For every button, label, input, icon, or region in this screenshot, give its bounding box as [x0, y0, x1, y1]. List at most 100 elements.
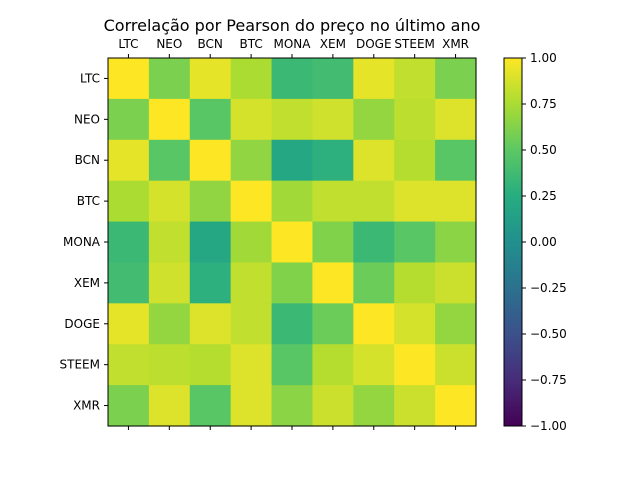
heatmap-cell-steem-neo — [148, 344, 191, 386]
y-tick-label-doge: DOGE — [64, 317, 100, 331]
x-tick-label-mona: MONA — [274, 37, 312, 51]
colorbar-tick-label: −0.75 — [530, 373, 567, 387]
heatmap-cell-xem-neo — [148, 262, 191, 304]
heatmap-cell-bcn-bcn — [189, 139, 232, 182]
heatmap-cell-xem-xem — [312, 262, 354, 304]
heatmap-cell-btc-ltc — [108, 180, 150, 223]
heatmap-cell-neo-xem — [312, 98, 354, 141]
heatmap-cell-neo-ltc — [108, 98, 150, 141]
heatmap-cell-xem-mona — [271, 262, 314, 304]
heatmap-cell-doge-ltc — [108, 303, 150, 345]
x-tick-label-steem: STEEM — [394, 37, 434, 51]
plot-frame — [107, 57, 477, 427]
heatmap-cell-xmr-xmr — [435, 385, 477, 427]
heatmap-cell-btc-xem — [312, 180, 354, 223]
y-tick-label-xem: XEM — [74, 276, 100, 290]
x-tick-label-xem: XEM — [320, 37, 346, 51]
heatmap-cell-neo-neo — [148, 98, 191, 141]
heatmap-cell-neo-steem — [394, 98, 436, 141]
heatmap-cell-steem-mona — [271, 344, 314, 386]
heatmap-cell-xmr-steem — [394, 385, 436, 427]
heatmap-cell-mona-mona — [271, 221, 314, 264]
y-tick-label-ltc: LTC — [80, 71, 100, 85]
heatmap-cell-mona-btc — [230, 221, 273, 264]
heatmap-cell-ltc-btc — [230, 58, 273, 100]
heatmap-cell-xmr-neo — [148, 385, 191, 427]
heatmap-cell-mona-ltc — [108, 221, 150, 264]
heatmap-cell-xem-bcn — [189, 262, 232, 304]
heatmap-cell-ltc-mona — [271, 58, 314, 100]
heatmap-cell-btc-doge — [353, 180, 395, 223]
heatmap-cell-doge-xem — [312, 303, 354, 345]
heatmap-cell-ltc-xem — [312, 58, 354, 100]
colorbar-tick-label: 0.75 — [530, 97, 557, 111]
heatmap-cell-xem-doge — [353, 262, 395, 304]
heatmap-cell-doge-bcn — [189, 303, 232, 345]
heatmap-cell-ltc-xmr — [435, 58, 477, 100]
y-axis-ticks: LTC NEO BCN BTC MONA XEM DOGE STEEM XMR — [60, 71, 108, 413]
heatmap-cell-xmr-doge — [353, 385, 395, 427]
x-tick-label-btc: BTC — [239, 37, 262, 51]
heatmap-cell-steem-ltc — [108, 344, 150, 386]
heatmap-cell-neo-doge — [353, 98, 395, 141]
heatmap-cell-doge-btc — [230, 303, 273, 345]
y-tick-label-btc: BTC — [77, 194, 100, 208]
heatmap-cell-doge-xmr — [435, 303, 477, 345]
colorbar — [503, 57, 523, 427]
x-tick-label-ltc: LTC — [118, 37, 138, 51]
heatmap-cell-doge-neo — [148, 303, 191, 345]
heatmap-cell-steem-xmr — [435, 344, 477, 386]
heatmap-cells — [108, 58, 477, 427]
heatmap-cell-bcn-btc — [230, 139, 273, 182]
heatmap-cell-mona-xem — [312, 221, 354, 264]
x-tick-label-doge: DOGE — [356, 37, 392, 51]
y-tick-label-neo: NEO — [74, 112, 100, 126]
heatmap-cell-steem-btc — [230, 344, 273, 386]
colorbar-tick-label: 0.25 — [530, 189, 557, 203]
colorbar-tick-label: 1.00 — [530, 51, 557, 65]
heatmap-cell-ltc-ltc — [108, 58, 150, 100]
heatmap-cell-btc-steem — [394, 180, 436, 223]
heatmap-cell-bcn-neo — [148, 139, 191, 182]
heatmap-cell-xem-btc — [230, 262, 273, 304]
heatmap-cell-bcn-ltc — [108, 139, 150, 182]
y-tick-label-steem: STEEM — [60, 358, 100, 372]
heatmap-cell-btc-btc — [230, 180, 273, 223]
heatmap-cell-neo-bcn — [189, 98, 232, 141]
heatmap-cell-neo-xmr — [435, 98, 477, 141]
heatmap-cell-btc-bcn — [189, 180, 232, 223]
colorbar-tick-label: 0.50 — [530, 143, 557, 157]
chart-title: Correlação por Pearson do preço no últim… — [104, 16, 481, 35]
heatmap-cell-xmr-btc — [230, 385, 273, 427]
heatmap-cell-xem-ltc — [108, 262, 150, 304]
heatmap-cell-mona-xmr — [435, 221, 477, 264]
heatmap-cell-bcn-steem — [394, 139, 436, 182]
heatmap-cell-ltc-neo — [148, 58, 191, 100]
heatmap-cell-mona-doge — [353, 221, 395, 264]
heatmap-cell-xem-steem — [394, 262, 436, 304]
heatmap-cell-mona-steem — [394, 221, 436, 264]
y-tick-label-bcn: BCN — [75, 153, 100, 167]
x-tick-label-neo: NEO — [156, 37, 182, 51]
heatmap-cell-xmr-ltc — [108, 385, 150, 427]
heatmap-cell-xmr-mona — [271, 385, 314, 427]
heatmap-cell-xmr-bcn — [189, 385, 232, 427]
x-tick-label-xmr: XMR — [442, 37, 469, 51]
y-tick-label-xmr: XMR — [73, 399, 100, 413]
heatmap-cell-btc-neo — [148, 180, 191, 223]
colorbar-tick-label: −0.50 — [530, 327, 567, 341]
heatmap-cell-mona-neo — [148, 221, 191, 264]
y-tick-label-mona: MONA — [63, 235, 101, 249]
heatmap-cell-btc-xmr — [435, 180, 477, 223]
heatmap-cell-bcn-xem — [312, 139, 354, 182]
colorbar-ticks: 1.00 0.75 0.50 0.25 0.00 −0.25 −0.50 −0.75 −1.00 — [522, 51, 567, 433]
heatmap-cell-bcn-mona — [271, 139, 314, 182]
colorbar-tick-label: −1.00 — [530, 419, 567, 433]
colorbar-tick-label: 0.00 — [530, 235, 557, 249]
heatmap-cell-steem-bcn — [189, 344, 232, 386]
heatmap-cell-neo-btc — [230, 98, 273, 141]
heatmap-cell-steem-doge — [353, 344, 395, 386]
heatmap-cell-steem-xem — [312, 344, 354, 386]
heatmap-cell-steem-steem — [394, 344, 436, 386]
